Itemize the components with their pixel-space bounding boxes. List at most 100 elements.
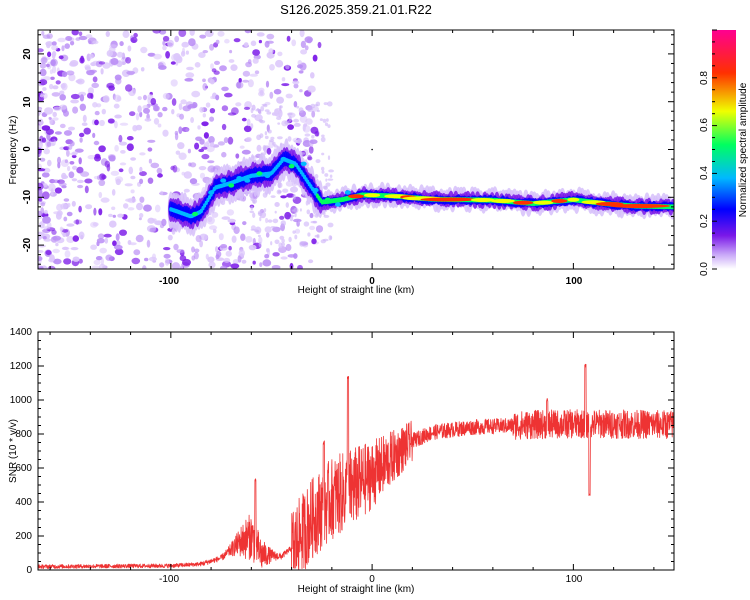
noise-blob [223,137,229,144]
noise-blob [205,102,211,108]
noise-blob [38,141,43,149]
noise-blob [157,123,162,128]
noise-blob [178,103,183,111]
noise-blob [284,211,292,220]
noise-blob [99,247,107,254]
noise-blob [139,152,146,156]
noise-blob [246,118,251,127]
noise-blob [258,236,263,244]
noise-blob [105,31,111,37]
noise-blob [153,53,162,60]
noise-blob [298,107,304,114]
noise-blob [139,196,145,203]
noise-blob [262,104,268,108]
noise-blob [120,150,126,154]
noise-blob [189,178,198,185]
noise-blob [209,225,218,230]
noise-blob [119,41,124,47]
noise-blob [220,265,228,269]
noise-blob [51,92,61,97]
noise-blob [258,110,262,115]
noise-blob [191,90,201,98]
noise-blob [201,121,209,127]
noise-blob [118,134,123,143]
noise-blob [150,162,160,169]
noise-blob [38,191,43,198]
noise-blob [149,227,157,233]
noise-blob [306,209,311,215]
noise-blob [309,139,318,144]
noise-blob [307,232,311,237]
bottom-ytick-label: 400 [15,497,32,508]
noise-blob [159,262,165,268]
noise-blob [72,256,80,262]
noise-blob [194,62,201,68]
noise-blob [277,182,283,189]
noise-blob [279,235,285,240]
noise-blob [230,263,240,269]
noise-blob [254,70,260,75]
noise-blob [61,71,68,78]
ridge-spot [208,190,215,195]
noise-blob [217,141,225,146]
noise-blob [287,136,292,142]
noise-blob [277,122,281,125]
noise-blob [95,256,103,261]
noise-blob [78,157,82,165]
spectrogram-frame [37,29,675,270]
noise-blob [38,182,44,191]
noise-blob [266,33,275,40]
noise-blob [293,207,299,213]
snr-line [38,363,674,570]
colorbar: 0.0 0.2 0.4 0.6 0.8 Normalized spectral … [699,29,749,276]
bottom-xaxis-label: Height of straight line (km) [298,584,415,595]
noise-blob [264,40,270,48]
noise-blob [117,213,124,218]
ridge-hot [490,199,515,203]
noise-blob [79,103,87,112]
noise-blob [162,35,170,42]
noise-blob [308,146,314,154]
noise-blob [100,68,104,75]
noise-blob [201,153,210,160]
noise-blob [69,140,75,147]
noise-blob [177,142,185,150]
noise-blob [79,57,85,64]
noise-blob [223,257,231,263]
noise-blob [94,110,100,116]
ridge-spot [236,176,243,181]
noise-blob [264,109,270,112]
noise-blob [307,106,313,112]
noise-blob [92,40,99,45]
noise-blob [67,165,71,172]
noise-blob [245,236,253,243]
noise-blob [221,123,227,131]
noise-blob [321,166,325,171]
noise-blob [262,144,267,151]
noise-blob [160,190,164,196]
noise-blob [269,91,274,99]
noise-blob [321,134,325,138]
snr-marks [38,363,674,570]
noise-blob [152,253,156,260]
noise-blob [70,247,79,251]
noise-blob [116,51,124,58]
ridge-hot [513,200,534,205]
noise-blob [137,105,142,113]
noise-blob [39,221,45,229]
noise-blob [92,132,96,138]
noise-blob [215,94,220,101]
noise-blob [208,136,215,144]
noise-blob [110,170,120,176]
bottom-xtick-label: 100 [566,574,583,585]
noise-blob [325,182,331,187]
noise-blob [198,166,207,171]
snr-panel: -100 0 100 Height of straight line (km) … [8,327,675,595]
noise-blob [258,241,262,248]
noise-blob [221,151,227,158]
ridge-hot [470,198,495,202]
noise-blob [39,79,48,86]
noise-blob [288,116,292,122]
bottom-ytick-label: 0 [26,565,32,576]
noise-blob [268,48,274,54]
